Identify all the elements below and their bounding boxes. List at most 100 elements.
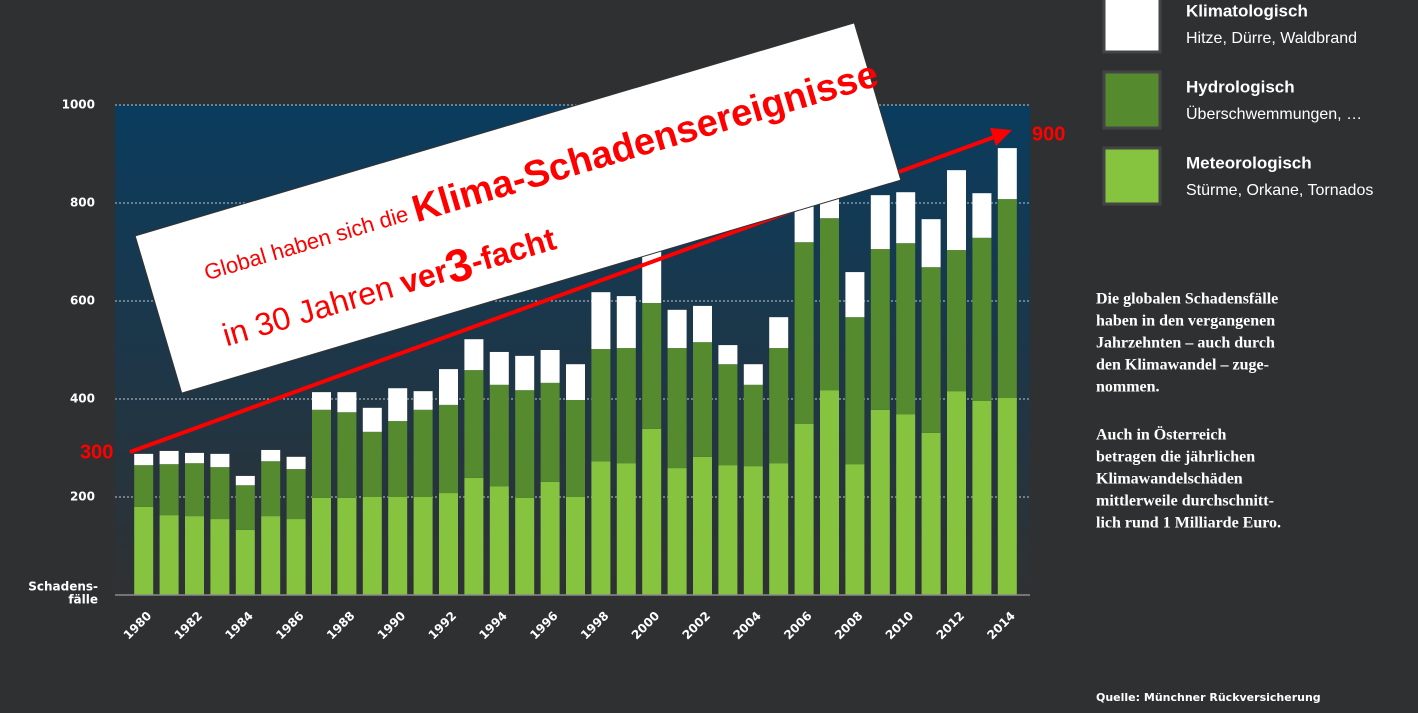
bar-segment <box>947 391 966 595</box>
bar-segment <box>667 468 687 595</box>
bar-segment <box>489 486 509 595</box>
side-text: nommen. <box>1096 379 1160 396</box>
bar-segment <box>769 348 789 464</box>
x-tick-label: 2008 <box>832 609 866 643</box>
bar-segment <box>159 464 179 516</box>
legend-name: Hydrologisch <box>1186 77 1295 96</box>
bar-segment <box>718 345 738 365</box>
bar-segment <box>540 481 560 595</box>
bar-segment <box>235 485 255 530</box>
side-text: Jahrzehnten – auch durch <box>1096 335 1275 352</box>
arrow-head <box>990 128 1012 146</box>
source: Quelle: Münchner Rückversicherung <box>1096 691 1321 704</box>
x-tick-label: 1992 <box>426 609 460 643</box>
legend-description: Hitze, Dürre, Waldbrand <box>1186 30 1357 47</box>
bar-segment <box>870 195 890 250</box>
bar-segment <box>235 529 255 595</box>
bar-segment <box>312 497 331 595</box>
bar-segment <box>540 382 560 482</box>
bar-segment <box>972 193 992 238</box>
y-axis-label: fälle <box>68 593 98 607</box>
bar-segment <box>261 461 281 517</box>
bar-segment <box>134 453 154 466</box>
bar-segment <box>185 452 204 464</box>
side-text: den Klimawandel – zuge- <box>1096 357 1269 374</box>
bar-segment <box>337 412 357 498</box>
side-text: lich rund 1 Milliarde Euro. <box>1096 515 1281 532</box>
bar-segment <box>997 398 1017 595</box>
side-text: Auch in Österreich <box>1096 426 1226 444</box>
bar-segment <box>616 296 636 349</box>
bar-segment <box>845 464 865 595</box>
bar-segment <box>896 243 916 415</box>
bar-segment <box>540 350 560 383</box>
x-tick-label: 2014 <box>984 609 1018 643</box>
bar-segment <box>769 463 789 595</box>
bar-segment <box>642 302 662 429</box>
bar-segment <box>489 384 509 487</box>
x-tick-label: 1994 <box>476 609 510 643</box>
bar-segment <box>286 456 306 470</box>
x-tick-label: 2010 <box>883 609 917 643</box>
bar-segment <box>896 414 916 595</box>
bar-segment <box>362 497 382 595</box>
bar-segment <box>972 237 992 401</box>
bar-segment <box>718 465 738 595</box>
bar-segment <box>159 515 179 595</box>
x-tick-label: 1982 <box>172 609 206 643</box>
bar-segment <box>286 519 306 595</box>
bar-segment <box>870 249 890 410</box>
y-axis-label: Schadens- <box>28 580 98 594</box>
bar-segment <box>743 364 763 385</box>
bar-segment <box>185 516 204 595</box>
end-label: 900 <box>1032 123 1065 145</box>
bar-segment <box>642 428 662 595</box>
bar-segment <box>693 456 712 595</box>
bar-segment <box>591 461 611 595</box>
bar-segment <box>210 467 230 520</box>
x-tick-label: 2012 <box>934 609 968 643</box>
legend-name: Meteorologisch <box>1186 153 1312 172</box>
bar-segment <box>820 390 839 595</box>
bar-segment <box>464 477 484 595</box>
bar-segment <box>337 497 357 595</box>
x-tick-label: 1998 <box>578 609 612 643</box>
bar-segment <box>566 364 585 400</box>
bar-segment <box>134 506 154 595</box>
bar-segment <box>845 272 865 318</box>
bar-segment <box>667 309 687 349</box>
legend-name: Klimatologisch <box>1186 1 1308 20</box>
bar-segment <box>947 170 966 251</box>
bar-segment <box>413 391 433 410</box>
bar-segment <box>997 148 1017 200</box>
bar-segment <box>388 388 408 422</box>
bar-segment <box>921 219 941 268</box>
x-tick-label: 1984 <box>222 609 256 643</box>
bar-segment <box>947 250 966 392</box>
bar-segment <box>362 431 382 497</box>
y-tick-label: 200 <box>70 490 95 504</box>
x-tick-label: 1980 <box>121 609 155 643</box>
y-tick-label: 600 <box>70 294 95 308</box>
bar-segment <box>566 497 585 595</box>
bar-segment <box>362 407 382 432</box>
bar-segment <box>261 449 281 462</box>
bar-segment <box>566 399 585 497</box>
side-text: Die globalen Schadensfälle <box>1096 291 1278 308</box>
legend-swatch <box>1102 146 1162 206</box>
bar-segment <box>896 192 916 244</box>
side-text: haben in den vergangenen <box>1096 313 1275 330</box>
bar-segment <box>134 465 154 507</box>
bar-segment <box>794 423 814 595</box>
x-tick-label: 1986 <box>273 609 307 643</box>
bar-segment <box>489 351 509 385</box>
legend-description: Stürme, Orkane, Tornados <box>1186 182 1373 199</box>
bar-segment <box>667 348 687 469</box>
bar-segment <box>794 242 814 424</box>
x-tick-label: 2006 <box>781 609 815 643</box>
bar-segment <box>616 463 636 595</box>
bar-segment <box>286 469 306 520</box>
bar-segment <box>845 317 865 465</box>
bar-segment <box>693 342 712 457</box>
